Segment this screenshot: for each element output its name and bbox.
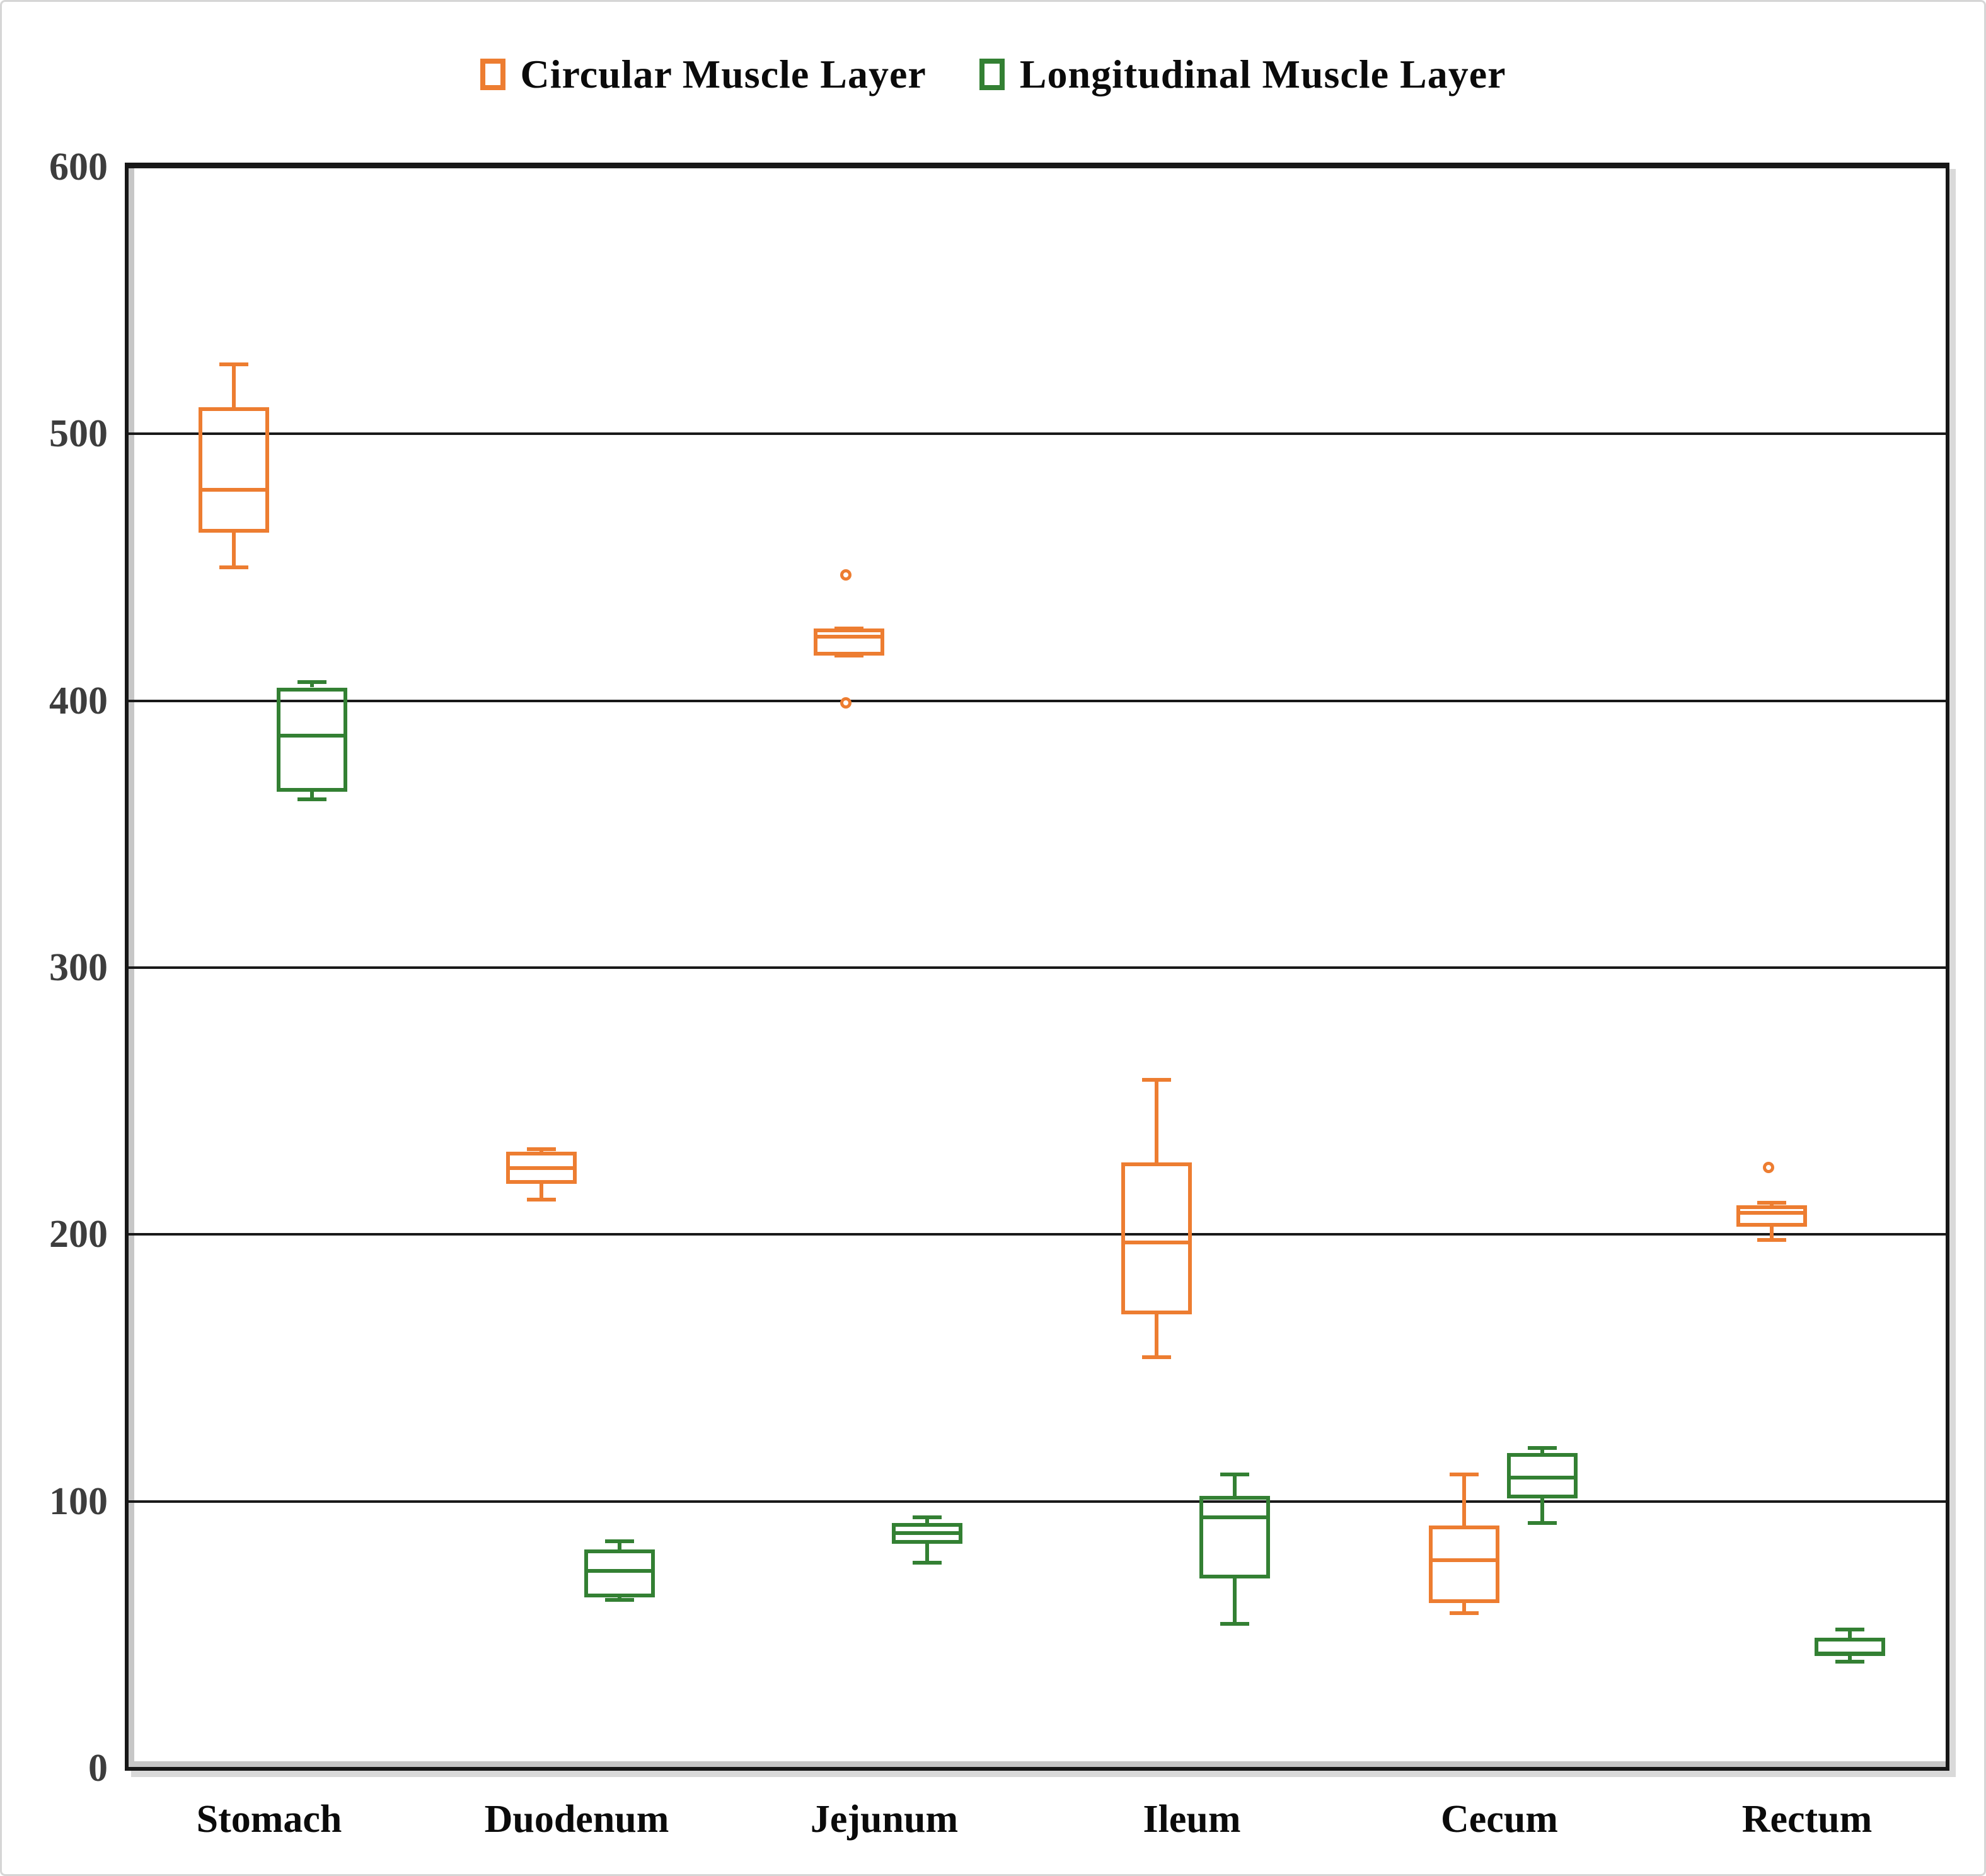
median-longitudinal-cecum (1507, 1475, 1578, 1479)
outlier-circular-jejunum-0 (840, 569, 852, 581)
whisker-upper-longitudinal-cecum (1540, 1448, 1544, 1454)
median-longitudinal-rectum (1815, 1651, 1885, 1655)
gridline-200 (129, 1233, 1946, 1236)
whisker-cap-high-longitudinal-jejunum (913, 1515, 942, 1520)
whisker-upper-longitudinal-rectum (1848, 1629, 1852, 1638)
whisker-cap-high-longitudinal-rectum (1835, 1627, 1864, 1631)
median-longitudinal-jejunum (892, 1531, 962, 1536)
whisker-cap-high-longitudinal-duodenum (605, 1539, 634, 1544)
whisker-upper-circular-cecum (1462, 1474, 1466, 1526)
longitudinal-series-swatch-icon (979, 59, 1005, 90)
x-axis-label-jejunum: Jejunum (810, 1798, 959, 1841)
whisker-lower-circular-cecum (1462, 1602, 1466, 1614)
y-axis-tick-0: 0 (88, 1747, 108, 1790)
whisker-upper-longitudinal-stomach (310, 682, 314, 688)
whisker-cap-high-circular-stomach (219, 362, 248, 367)
median-circular-jejunum (814, 635, 884, 639)
legend-item-circular: Circular Muscle Layer (480, 51, 927, 98)
whisker-upper-longitudinal-ileum (1233, 1474, 1237, 1497)
whisker-cap-low-circular-stomach (219, 565, 248, 569)
whisker-cap-low-longitudinal-rectum (1835, 1659, 1864, 1664)
x-axis-label-cecum: Cecum (1441, 1798, 1558, 1841)
x-axis-label-stomach: Stomach (196, 1798, 342, 1841)
circular-series-swatch-icon (480, 59, 505, 90)
plot-area (125, 163, 1949, 1771)
box-circular-cecum (1429, 1525, 1499, 1603)
whisker-lower-circular-ileum (1155, 1314, 1158, 1358)
whisker-cap-low-circular-ileum (1142, 1355, 1171, 1360)
gridline-500 (129, 432, 1946, 436)
box-longitudinal-stomach (277, 687, 347, 792)
legend-label-longitudinal: Longitudinal Muscle Layer (1019, 52, 1506, 96)
whisker-lower-circular-stomach (232, 532, 236, 567)
y-axis-tick-600: 600 (49, 146, 108, 188)
whisker-cap-high-circular-ileum (1142, 1077, 1171, 1082)
y-axis-tick-300: 300 (49, 946, 108, 989)
y-axis-tick-200: 200 (49, 1213, 108, 1256)
y-axis-tick-100: 100 (49, 1479, 108, 1523)
median-circular-cecum (1429, 1558, 1499, 1562)
whisker-upper-circular-ileum (1155, 1079, 1158, 1163)
box-circular-rectum (1736, 1205, 1807, 1227)
y-axis-tick-500: 500 (49, 412, 108, 456)
whisker-lower-longitudinal-cecum (1540, 1498, 1544, 1523)
whisker-cap-low-longitudinal-duodenum (605, 1598, 634, 1602)
whisker-cap-low-circular-cecum (1450, 1611, 1479, 1616)
whisker-lower-circular-rectum (1770, 1226, 1774, 1240)
whisker-upper-circular-stomach (232, 364, 236, 407)
legend-label-circular: Circular Muscle Layer (520, 52, 927, 96)
whisker-cap-low-longitudinal-cecum (1528, 1520, 1557, 1525)
whisker-cap-high-circular-rectum (1757, 1200, 1786, 1205)
box-circular-jejunum (814, 628, 884, 656)
gridline-300 (129, 966, 1946, 969)
outlier-circular-jejunum-1 (840, 697, 852, 709)
whisker-lower-longitudinal-ileum (1233, 1578, 1237, 1624)
whisker-cap-low-circular-rectum (1757, 1237, 1786, 1242)
box-circular-ileum (1121, 1162, 1192, 1315)
median-circular-rectum (1736, 1211, 1807, 1215)
whisker-lower-longitudinal-rectum (1848, 1656, 1852, 1662)
whisker-cap-low-longitudinal-ileum (1220, 1622, 1249, 1626)
whisker-cap-high-longitudinal-stomach (297, 680, 326, 685)
chart-legend: Circular Muscle Layer Longitudinal Muscl… (2, 51, 1984, 98)
whisker-cap-high-circular-duodenum (527, 1147, 556, 1151)
y-axis-tick-400: 400 (49, 679, 108, 722)
whisker-cap-high-longitudinal-cecum (1528, 1446, 1557, 1450)
gridline-600 (129, 166, 1946, 168)
box-longitudinal-ileum (1199, 1496, 1270, 1579)
whisker-cap-high-circular-cecum (1450, 1473, 1479, 1477)
whisker-cap-low-circular-duodenum (527, 1198, 556, 1202)
whisker-upper-longitudinal-jejunum (925, 1517, 929, 1523)
median-longitudinal-duodenum (584, 1568, 655, 1573)
whisker-cap-low-circular-jejunum (834, 653, 863, 657)
whisker-cap-low-longitudinal-stomach (297, 797, 326, 802)
outlier-circular-rectum-0 (1763, 1161, 1774, 1173)
gridline-400 (129, 699, 1946, 702)
median-circular-stomach (199, 488, 269, 492)
gridline-100 (129, 1500, 1946, 1503)
x-axis-label-duodenum: Duodenum (484, 1798, 669, 1841)
x-axis-label-rectum: Rectum (1741, 1798, 1873, 1841)
whisker-upper-longitudinal-duodenum (618, 1541, 621, 1549)
median-circular-ileum (1121, 1241, 1192, 1245)
legend-item-longitudinal: Longitudinal Muscle Layer (979, 51, 1506, 98)
x-axis-label-ileum: Ileum (1143, 1798, 1241, 1841)
whisker-lower-longitudinal-jejunum (925, 1544, 929, 1563)
median-longitudinal-ileum (1199, 1515, 1270, 1520)
box-circular-stomach (199, 407, 269, 533)
whisker-lower-longitudinal-stomach (310, 791, 314, 800)
whisker-cap-low-longitudinal-jejunum (913, 1561, 942, 1565)
whisker-cap-high-longitudinal-ileum (1220, 1473, 1249, 1477)
box-longitudinal-duodenum (584, 1549, 655, 1598)
median-longitudinal-stomach (277, 733, 347, 738)
whisker-lower-circular-duodenum (540, 1183, 543, 1200)
median-circular-duodenum (506, 1166, 577, 1170)
